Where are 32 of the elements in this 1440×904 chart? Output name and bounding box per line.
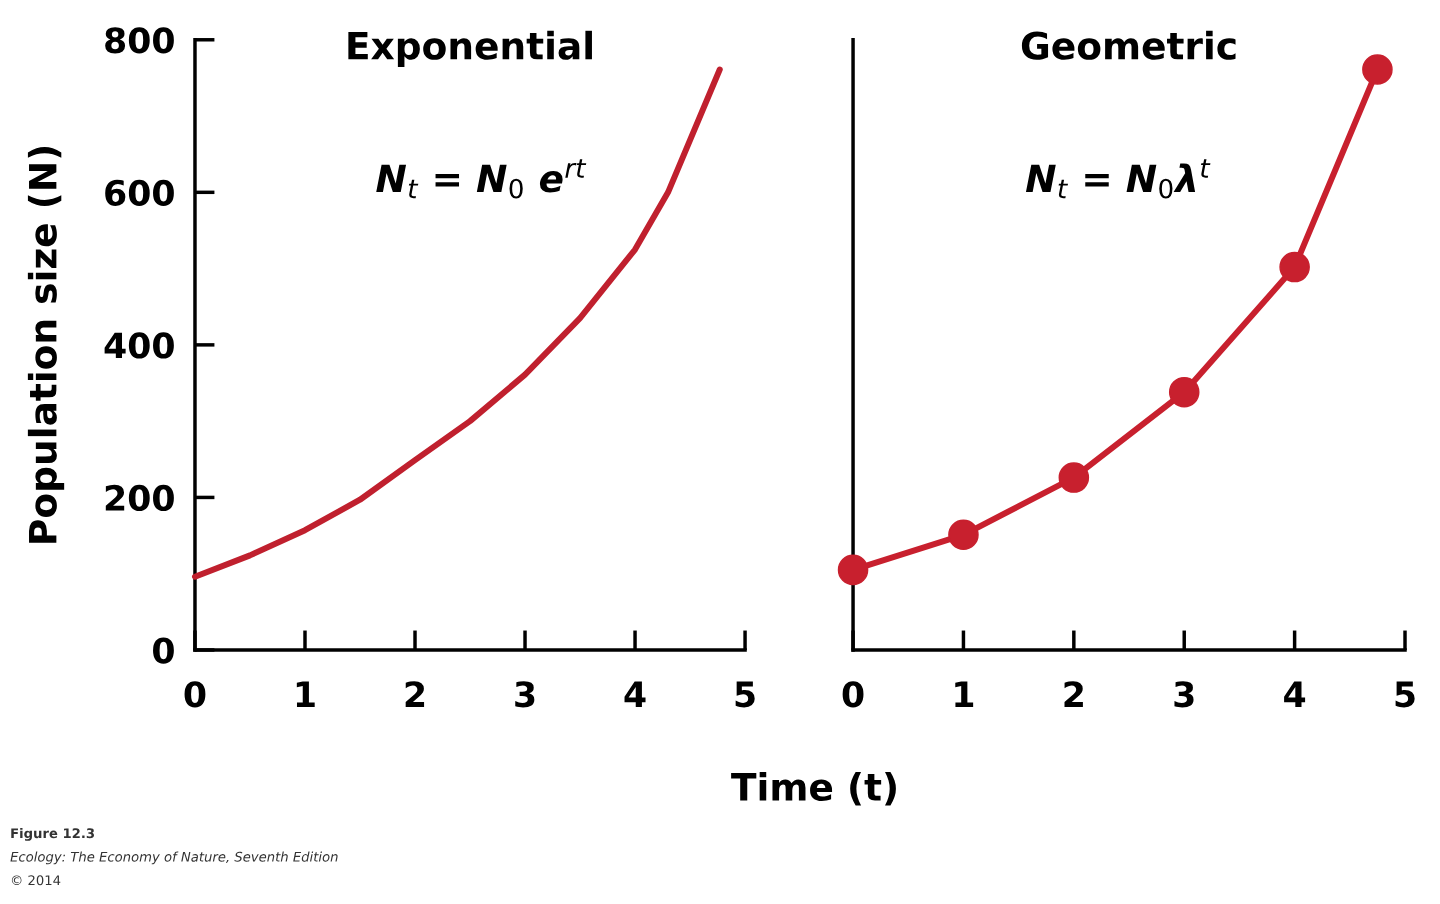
x-tick-label: 4 (1284, 681, 1306, 707)
x-tick-label: 1 (296, 681, 315, 707)
text: © 2014 (11, 875, 61, 886)
x-axis-title: Time (t) (731, 771, 896, 806)
point (1362, 54, 1393, 85)
annotation: N$_{t}$ = N$_{0}$ e$^{rt}$ (376, 159, 587, 199)
y-tick-label: 600 (105, 179, 174, 207)
point (948, 519, 979, 551)
y-axis-title: Population size (N) (27, 146, 65, 543)
y-tick-label: 800 (105, 27, 174, 54)
point (1168, 376, 1200, 408)
point (837, 554, 869, 586)
annotation: N$_{t}$ = N$_{0}$λ$^{t}$ (1025, 159, 1211, 199)
x-tick-label: 2 (405, 681, 425, 707)
x-tick-label: 3 (515, 681, 535, 708)
x-tick-label: 1 (955, 681, 974, 707)
y-tick-label: 400 (104, 332, 174, 359)
x-tick-label: 5 (735, 681, 755, 708)
x-tick-label: 0 (842, 681, 864, 708)
x-tick-label: 3 (1174, 681, 1194, 708)
y-tick-label: 0 (153, 637, 174, 664)
text: Ecology: The Economy of Nature, Seventh Edition (10, 851, 338, 865)
x-tick-label: 4 (624, 681, 646, 707)
chart-title: Geometric (1021, 30, 1236, 60)
caption: Figure 12.3 (11, 827, 95, 841)
x-tick-label: 5 (1395, 681, 1415, 708)
y-tick-label: 200 (105, 484, 174, 512)
x-tick-label: 0 (184, 681, 206, 708)
point (1058, 462, 1090, 493)
chart-title: Exponential (348, 30, 592, 68)
point (1279, 251, 1310, 283)
x-tick-label: 2 (1064, 681, 1083, 707)
